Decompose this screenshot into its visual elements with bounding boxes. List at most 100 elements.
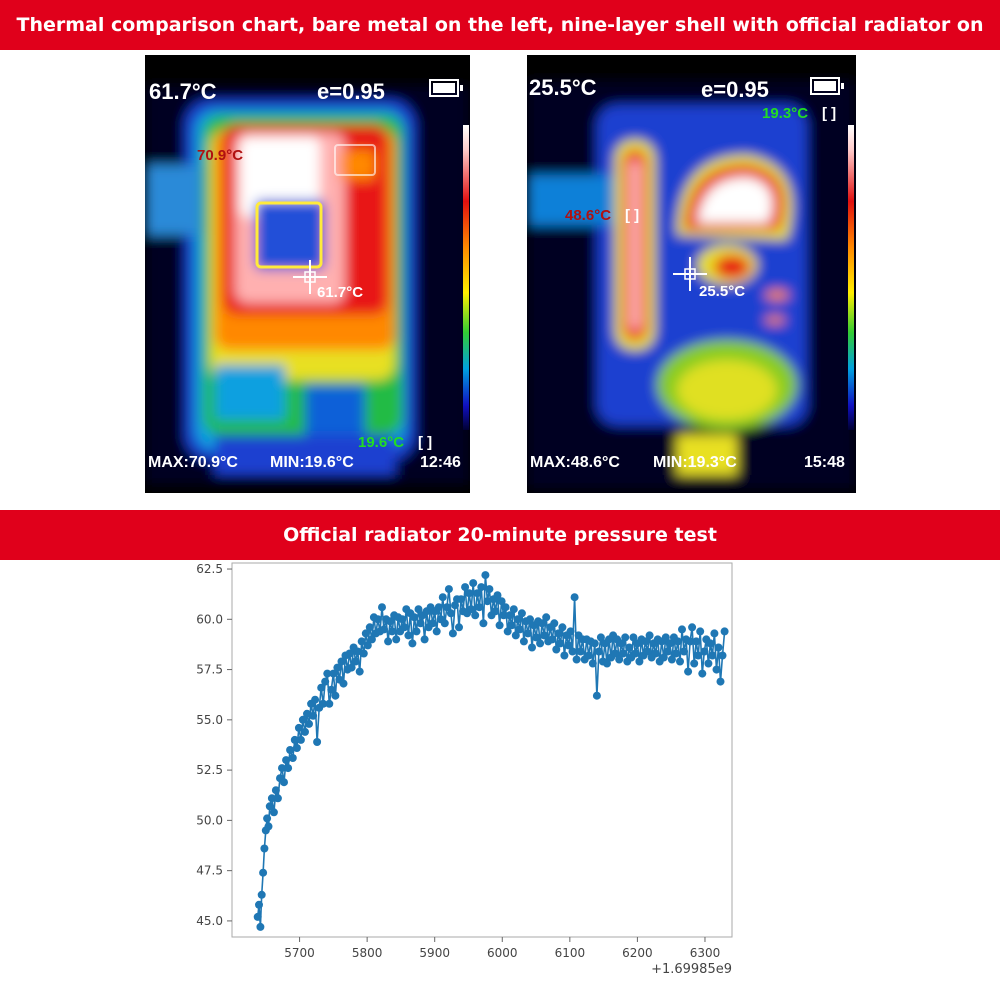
x-tick-label: 6000 — [487, 946, 518, 960]
right-thermal-heatmap — [527, 80, 856, 490]
data-point — [408, 639, 417, 648]
data-point — [260, 844, 269, 853]
left-center-spot-label: 61.7°C — [317, 284, 364, 301]
data-point — [698, 669, 707, 678]
left-cold-spot-label: 19.6°C — [358, 434, 405, 451]
data-point — [493, 591, 502, 600]
data-point — [643, 647, 652, 656]
left-cold-spot-marker-icon: [ ] — [418, 434, 433, 451]
right-emissivity-readout: e=0.95 — [701, 77, 769, 102]
data-point — [501, 603, 510, 612]
y-tick-label: 45.0 — [196, 914, 223, 928]
data-point — [309, 711, 318, 720]
right-time: 15:48 — [804, 454, 845, 471]
data-point — [572, 655, 581, 664]
data-point — [313, 738, 322, 746]
left-min-temp: MIN:19.6°C — [270, 454, 354, 471]
data-point — [278, 764, 286, 773]
data-point — [263, 814, 272, 823]
data-point — [428, 619, 437, 628]
right-cold-spot-label: 19.3°C — [762, 105, 809, 122]
data-point — [517, 609, 526, 618]
data-point — [528, 643, 536, 652]
data-point — [451, 601, 459, 610]
data-point — [271, 786, 280, 795]
data-point — [345, 649, 354, 658]
right-hot-spot-marker-icon: [ ] — [625, 207, 640, 224]
data-point — [351, 657, 360, 666]
data-point — [253, 912, 262, 921]
data-point — [625, 643, 634, 652]
data-point — [495, 621, 504, 630]
data-point — [611, 649, 620, 658]
data-point — [667, 655, 676, 664]
data-point — [680, 647, 688, 656]
data-point — [536, 639, 545, 648]
left-hot-spot-marker-icon: [ ] — [263, 149, 278, 166]
data-point — [548, 635, 557, 644]
data-point — [540, 631, 549, 640]
data-point — [550, 619, 559, 628]
data-point — [273, 794, 282, 803]
data-point — [503, 627, 512, 636]
data-point — [499, 611, 508, 620]
data-point — [255, 900, 263, 909]
right-battery-icon — [810, 77, 844, 95]
data-point — [526, 615, 534, 624]
data-point — [440, 619, 449, 628]
x-tick-label: 6100 — [555, 946, 586, 960]
data-point — [455, 623, 463, 632]
data-point — [327, 685, 336, 694]
data-point — [434, 603, 443, 612]
data-point — [388, 627, 397, 636]
y-tick-label: 50.0 — [196, 813, 223, 827]
data-point — [720, 627, 729, 636]
data-point — [554, 629, 563, 638]
data-point — [329, 669, 338, 678]
data-point — [704, 659, 713, 668]
data-point — [347, 663, 356, 672]
data-point — [515, 625, 524, 634]
data-point — [603, 659, 611, 668]
data-point — [298, 715, 307, 724]
data-point — [690, 659, 699, 668]
chart-banner-title: Official radiator 20-minute pressure tes… — [283, 524, 717, 546]
data-point — [568, 647, 577, 656]
data-point — [659, 653, 668, 662]
data-point — [357, 637, 366, 646]
data-point — [588, 659, 597, 668]
data-point — [259, 868, 268, 877]
data-point — [663, 647, 672, 656]
data-point — [404, 631, 413, 640]
data-point — [473, 589, 482, 598]
data-point — [552, 645, 561, 654]
data-point — [257, 890, 266, 899]
data-point — [592, 691, 601, 700]
data-point — [538, 619, 547, 628]
data-point — [712, 665, 721, 674]
data-point — [641, 637, 650, 646]
data-point — [284, 764, 293, 773]
data-point — [471, 611, 480, 620]
data-point — [267, 794, 276, 803]
data-point — [467, 605, 476, 614]
data-point — [269, 808, 278, 817]
data-point — [303, 709, 311, 718]
data-point — [361, 629, 370, 638]
data-point — [386, 617, 395, 626]
data-point — [497, 597, 506, 606]
x-tick-label: 6300 — [690, 946, 721, 960]
data-point — [380, 625, 388, 634]
x-tick-label: 5700 — [284, 946, 315, 960]
chart-banner: Official radiator 20-minute pressure tes… — [0, 510, 1000, 560]
data-point — [584, 651, 593, 660]
data-point — [475, 603, 484, 612]
left-color-scale-bar — [463, 125, 469, 430]
data-point — [491, 607, 500, 616]
left-battery-icon — [429, 79, 463, 97]
data-point — [596, 633, 605, 642]
left-emissivity-readout: e=0.95 — [317, 79, 385, 104]
right-thermal-image: 25.5°C e=0.95 19.3°C [ ] 48.6°C [ ] 25.5… — [527, 55, 856, 493]
data-point — [331, 691, 340, 700]
data-point — [542, 613, 551, 622]
